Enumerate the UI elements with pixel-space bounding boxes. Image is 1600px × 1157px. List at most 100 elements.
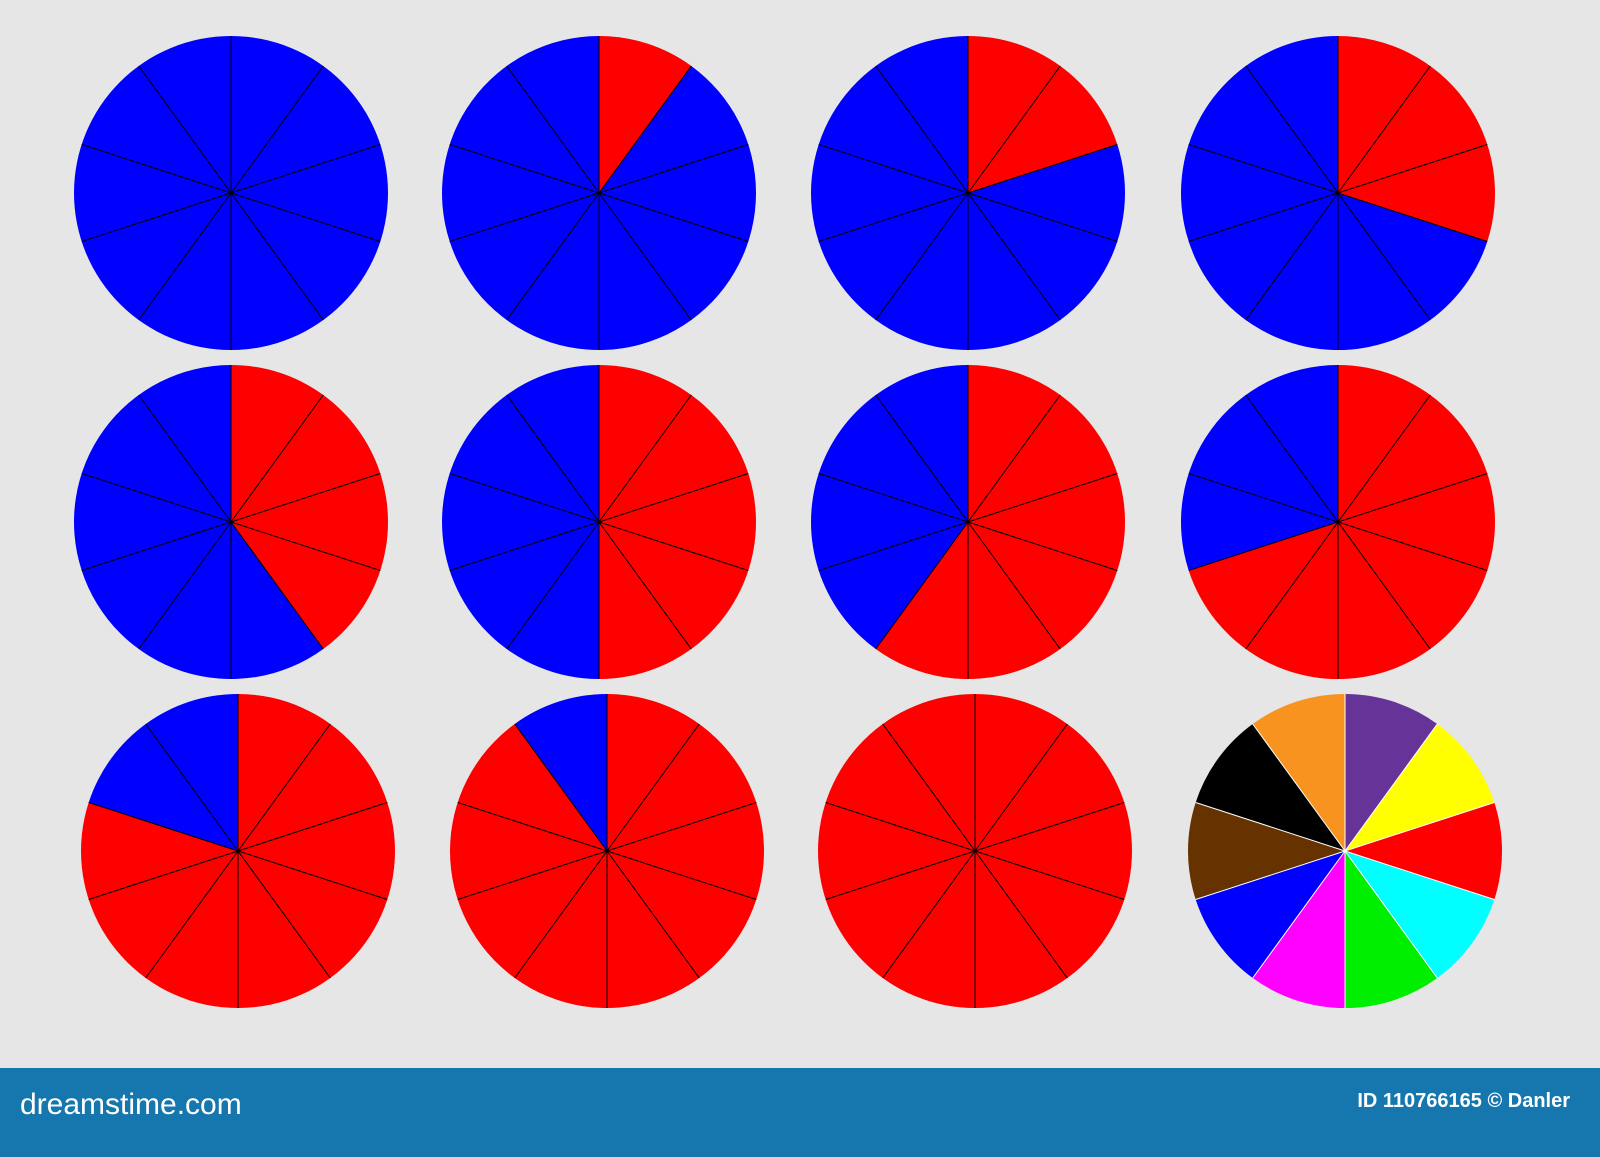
- footer-bar: dreamstime.com ID 110766165 © Danler: [0, 1068, 1600, 1157]
- slice-divider: [875, 192, 969, 321]
- slice-divider: [138, 192, 232, 321]
- slice-divider: [967, 65, 1061, 194]
- slice-divider: [81, 144, 232, 194]
- pie-slice: [231, 365, 388, 650]
- slice-divider: [81, 473, 232, 523]
- slice-divider: [1188, 144, 1339, 194]
- slice-divider: [1337, 192, 1488, 242]
- slice-divider: [1245, 521, 1339, 650]
- slice-divider: [138, 65, 232, 194]
- slice-divider: [514, 850, 608, 979]
- slice-divider: [875, 65, 969, 194]
- pie-slice: [442, 365, 599, 679]
- slice-divider: [230, 192, 381, 242]
- slice-divider: [237, 850, 331, 979]
- slice-divider: [230, 144, 381, 194]
- slice-divider: [606, 802, 757, 852]
- pie-slice: [1252, 851, 1345, 1008]
- pie-slice: [1345, 723, 1495, 851]
- pie-slice: [1345, 694, 1438, 851]
- slice-divider: [1337, 521, 1431, 650]
- slice-divider: [1344, 723, 1438, 852]
- slice-divider: [818, 521, 969, 571]
- slice-divider: [974, 723, 1068, 852]
- pie-slice: [1181, 365, 1338, 571]
- slice-divider: [606, 850, 700, 979]
- slice-divider: [230, 473, 381, 523]
- slice-divider: [1337, 394, 1431, 523]
- slice-divider: [506, 521, 600, 650]
- image-credit: ID 110766165 © Danler: [1357, 1090, 1570, 1112]
- slice-divider: [825, 850, 976, 900]
- pie-slice: [599, 365, 756, 679]
- slice-divider: [967, 144, 1118, 194]
- pie-slice: [1195, 851, 1345, 979]
- slice-divider: [230, 192, 324, 321]
- slice-divider: [1188, 521, 1339, 571]
- pie-slice: [88, 694, 238, 851]
- pie-slice: [1252, 694, 1345, 851]
- slice-divider: [1337, 65, 1431, 194]
- slice-divider: [1344, 850, 1495, 900]
- slice-divider: [138, 394, 232, 523]
- slice-divider: [1245, 192, 1339, 321]
- slice-divider: [1252, 850, 1346, 979]
- pie-slice: [968, 36, 1118, 193]
- slice-divider: [237, 850, 388, 900]
- pie-slice: [1188, 802, 1345, 900]
- pie-slice: [73, 365, 324, 679]
- slice-divider: [875, 521, 969, 650]
- slice-divider: [875, 394, 969, 523]
- pie-slice: [1338, 36, 1495, 242]
- slice-divider: [1337, 144, 1488, 194]
- slice-divider: [230, 65, 324, 194]
- slice-divider: [230, 521, 324, 650]
- slice-divider: [967, 473, 1118, 523]
- pie-slice: [875, 365, 1125, 680]
- slice-divider: [974, 802, 1125, 852]
- slice-divider: [237, 802, 388, 852]
- slice-divider: [1245, 394, 1339, 523]
- slice-divider: [81, 192, 232, 242]
- slice-divider: [967, 192, 1118, 242]
- slice-divider: [967, 192, 1061, 321]
- pie-slice: [1188, 365, 1495, 680]
- pie-slice: [599, 36, 692, 193]
- slice-divider: [1337, 192, 1431, 321]
- slice-divider: [1245, 65, 1339, 194]
- slice-divider: [138, 521, 232, 650]
- slice-divider: [598, 473, 749, 523]
- slice-divider: [145, 850, 239, 979]
- pie-slice: [1345, 802, 1502, 900]
- slice-divider: [230, 521, 381, 571]
- slice-divider: [606, 850, 757, 900]
- slice-divider: [882, 723, 976, 852]
- slice-divider: [1337, 521, 1488, 571]
- slice-divider: [967, 521, 1061, 650]
- slice-divider: [449, 473, 600, 523]
- pie-slice: [1345, 851, 1438, 1008]
- slice-divider: [967, 394, 1061, 523]
- slice-divider: [88, 850, 239, 900]
- slice-divider: [449, 192, 600, 242]
- slice-divider: [457, 802, 608, 852]
- slice-divider: [1337, 473, 1488, 523]
- slice-divider: [81, 521, 232, 571]
- slice-divider: [598, 394, 692, 523]
- slice-divider: [598, 65, 692, 194]
- slice-divider: [1188, 192, 1339, 242]
- slice-divider: [506, 192, 600, 321]
- slice-divider: [237, 723, 331, 852]
- slice-divider: [606, 723, 700, 852]
- site-name: dreamstime.com: [20, 1088, 242, 1121]
- slice-divider: [882, 850, 976, 979]
- slice-divider: [598, 192, 749, 242]
- slice-divider: [598, 521, 692, 650]
- slice-divider: [1344, 850, 1438, 979]
- slice-divider: [1188, 473, 1339, 523]
- slice-divider: [449, 144, 600, 194]
- slice-divider: [1344, 802, 1495, 852]
- slice-divider: [974, 850, 1068, 979]
- slice-divider: [825, 802, 976, 852]
